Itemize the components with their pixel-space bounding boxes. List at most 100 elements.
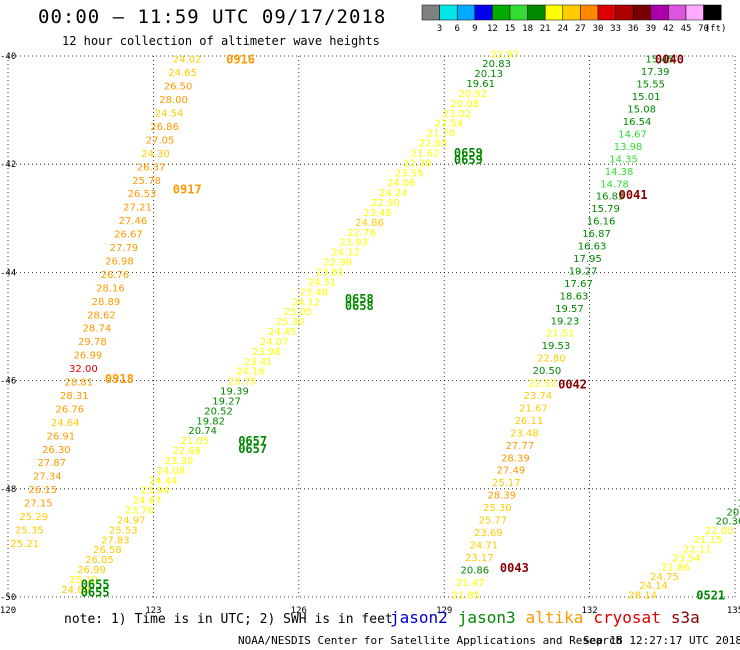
legend-entry-s3a: s3a	[670, 608, 700, 627]
wave-height-label: 23.81	[315, 267, 344, 278]
colorbar-swatch	[562, 4, 581, 21]
wave-height-label: 24.12	[331, 248, 360, 259]
colorbar-tick-label: 45	[681, 24, 692, 34]
pass-time-label: 0659	[454, 146, 483, 160]
wave-height-label: 27.87	[37, 458, 66, 469]
wave-height-label: 22.97	[490, 49, 519, 60]
wave-height-label: 21.15	[694, 535, 723, 546]
wave-height-label: 22.76	[347, 228, 376, 239]
wave-height-label: 26.37	[137, 162, 166, 173]
colorbar-swatch	[668, 4, 687, 21]
wave-height-label: 26.05	[85, 555, 114, 566]
wave-height-label: 28.62	[87, 310, 116, 321]
wave-height-label: 24.64	[51, 418, 80, 429]
wave-height-label: 23.48	[510, 428, 539, 439]
wave-height-label: 26.53	[128, 189, 157, 200]
wave-height-label: 26.98	[105, 256, 134, 267]
wave-height-label: 26.30	[42, 445, 71, 456]
wave-height-label: 28.00	[159, 95, 188, 106]
wave-height-label: 16.16	[587, 217, 616, 228]
colorbar-tick-label: 3	[437, 24, 442, 34]
wave-height-label: 24.30	[141, 149, 170, 160]
x-tick-label: 129	[436, 606, 452, 616]
wave-height-label: 27.83	[101, 535, 130, 546]
colorbar-swatch	[632, 4, 652, 21]
wave-height-label: 23.48	[300, 287, 329, 298]
colorbar-swatch	[456, 4, 476, 21]
colorbar-swatch	[615, 4, 634, 21]
wave-height-label: 28.14	[628, 590, 657, 601]
page-title: 00:00 – 11:59 UTC 09/17/2018	[38, 6, 387, 28]
wave-height-label: 28.74	[83, 324, 112, 335]
colorbar-tick-label: 9	[472, 24, 477, 34]
wave-height-label: 26.99	[77, 565, 106, 576]
wave-height-label: 22.80	[537, 354, 566, 365]
colorbar-tick-label: 6	[454, 24, 459, 34]
wave-height-label: 26.99	[74, 351, 103, 362]
wave-height-label: 25.21	[10, 539, 39, 550]
colorbar-swatch	[421, 4, 440, 21]
wave-height-label: 24.45	[268, 327, 297, 338]
colorbar-unit: (ft)	[705, 24, 727, 34]
wave-height-label: 22.00	[705, 526, 734, 537]
colorbar-swatch	[527, 4, 546, 21]
wave-height-label: 28.39	[488, 491, 517, 502]
wave-height-label: 27.49	[497, 466, 526, 477]
wave-height-label: 25.77	[479, 516, 508, 527]
pass-time-label: 0657	[238, 434, 267, 448]
wave-height-label: 24.88	[61, 585, 90, 596]
y-tick-label: -46	[0, 377, 16, 387]
page-subtitle: 12 hour collection of altimeter wave hei…	[62, 34, 380, 48]
colorbar-tick-label: 36	[628, 24, 639, 34]
wave-height-label: 24.08	[157, 466, 186, 477]
wave-height-label: 26.76	[101, 270, 130, 281]
pass-time-label: 0521	[696, 588, 725, 602]
wave-height-label: 23.98	[252, 347, 281, 358]
wave-height-label: 32.00	[69, 364, 98, 375]
x-tick-label: 123	[145, 606, 161, 616]
satellite-legend: jason2 jason3 altika cryosat s3a	[390, 608, 710, 627]
wave-height-label: 16.54	[623, 117, 652, 128]
wave-height-label: 25.30	[276, 317, 305, 328]
wave-height-label: 23.48	[363, 208, 392, 219]
wave-height-label: 22.11	[683, 544, 712, 555]
wave-height-label: 19.23	[551, 316, 580, 327]
wave-height-label: 21.67	[519, 403, 548, 414]
wave-height-label: 23.69	[474, 528, 503, 539]
wave-height-label: 24.44	[149, 476, 178, 487]
wave-height-label: 22.99	[323, 258, 352, 269]
wave-height-label: 25.05	[284, 307, 313, 318]
pass-time-label: 0655	[81, 586, 110, 600]
chart-axes: 120 123 126 129 132 135 -40 -42 -44 -46 -48 -50	[0, 52, 740, 616]
wave-height-label: 23.76	[125, 506, 154, 517]
colorbar-tick-label: 18	[522, 24, 533, 34]
wave-height-label: 28.89	[92, 297, 121, 308]
y-tick-label: -42	[0, 160, 16, 170]
wave-height-label: 28.31	[60, 391, 89, 402]
wave-height-label: 25.78	[132, 176, 161, 187]
pass-time-label: 0041	[619, 188, 648, 202]
wave-height-label: 17.67	[564, 279, 593, 290]
colorbar-tick-label: 15	[505, 24, 516, 34]
wave-height-label: 22.68	[173, 446, 202, 457]
wave-height-label: 23.93	[339, 238, 368, 249]
wave-height-label: 21.86	[661, 563, 690, 574]
colorbar-tick-label: 33	[610, 24, 621, 34]
wave-height-label: 19.57	[555, 304, 584, 315]
wave-height-label: 24.75	[650, 572, 679, 583]
wave-height-label: 26.11	[515, 416, 544, 427]
wave-height-label: 27.77	[506, 441, 535, 452]
y-tick-label: -44	[0, 268, 16, 278]
x-tick-label: 120	[0, 606, 16, 616]
wave-height-label: 15.01	[632, 92, 661, 103]
wave-height-label: 23.17	[465, 553, 494, 564]
colorbar-swatch	[474, 4, 493, 21]
wave-height-label: 23.41	[244, 357, 273, 368]
wave-height-label: 27.79	[110, 243, 139, 254]
colorbar-swatch	[492, 4, 511, 21]
wave-height-label: 14.67	[618, 129, 647, 140]
wave-height-label: 27.46	[119, 216, 148, 227]
wave-height-label: 27.21	[123, 203, 152, 214]
wave-height-label: 28.16	[96, 283, 125, 294]
legend-entry-cryosat: cryosat	[593, 608, 661, 627]
